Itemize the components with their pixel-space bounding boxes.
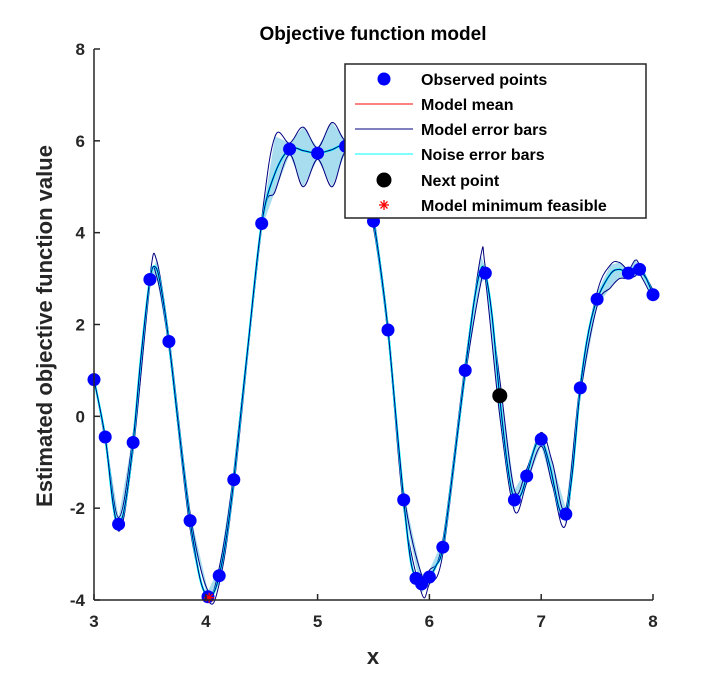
x-axis-label: x <box>367 644 380 669</box>
legend-marker-observed-points <box>377 72 391 86</box>
observed-point <box>397 493 411 507</box>
observed-point <box>621 266 635 280</box>
observed-point <box>227 473 241 487</box>
legend-marker-model-minimum <box>379 200 389 210</box>
observed-point <box>646 288 660 302</box>
x-tick-label: 3 <box>89 612 98 631</box>
observed-point <box>507 493 521 507</box>
y-tick-label: -4 <box>70 591 86 610</box>
x-tick-label: 7 <box>536 612 545 631</box>
legend-label: Next point <box>421 173 500 190</box>
legend-label: Noise error bars <box>421 147 545 164</box>
observed-point <box>212 569 226 583</box>
legend-label: Model minimum feasible <box>421 198 607 215</box>
y-tick-label: 4 <box>76 224 86 243</box>
observed-point <box>162 335 176 348</box>
y-tick-label: 8 <box>76 40 85 59</box>
legend-items: Observed points Model mean Model error bar… <box>355 72 607 215</box>
observed-point <box>633 262 647 276</box>
observed-point <box>381 323 395 337</box>
observed-point <box>534 432 548 446</box>
observed-point <box>559 507 573 521</box>
legend-asterisk-stroke <box>380 201 388 209</box>
observed-point <box>436 540 450 554</box>
y-tick-label: -2 <box>70 499 85 518</box>
observed-point <box>590 292 604 306</box>
observed-point <box>143 273 157 286</box>
observed-point <box>283 142 297 156</box>
x-tick-label: 6 <box>425 612 434 631</box>
observed-point <box>255 217 269 230</box>
axes-layer: 3 4 5 6 7 8 -4 -2 0 2 4 6 8 <box>70 40 658 631</box>
next-point-marker <box>492 388 508 404</box>
observed-point <box>422 570 436 584</box>
x-tick-label: 8 <box>648 612 657 631</box>
observed-point <box>112 517 126 531</box>
x-tick-label: 5 <box>313 612 322 631</box>
chart-title: Objective function model <box>260 24 487 45</box>
observed-point <box>126 436 140 449</box>
observed-point <box>311 146 325 160</box>
observed-point <box>183 514 197 528</box>
legend-marker-next-point <box>376 172 392 188</box>
legend-label: Observed points <box>421 72 547 89</box>
legend-label: Model mean <box>421 97 513 114</box>
legend: Observed points Model mean Model error bar… <box>344 63 647 219</box>
y-axis-label: Estimated objective function value <box>32 145 57 507</box>
legend-box <box>344 63 647 219</box>
legend-label: Model error bars <box>421 122 547 139</box>
y-tick-label: 6 <box>76 132 85 151</box>
observed-point <box>520 469 534 483</box>
observed-point <box>458 363 472 377</box>
observed-point <box>478 266 492 280</box>
plot-layer <box>87 122 660 605</box>
y-tick-label: 2 <box>76 316 85 335</box>
observed-point <box>573 381 587 395</box>
observed-point <box>98 430 112 444</box>
x-tick-label: 4 <box>201 612 211 631</box>
y-tick-label: 0 <box>76 407 85 426</box>
